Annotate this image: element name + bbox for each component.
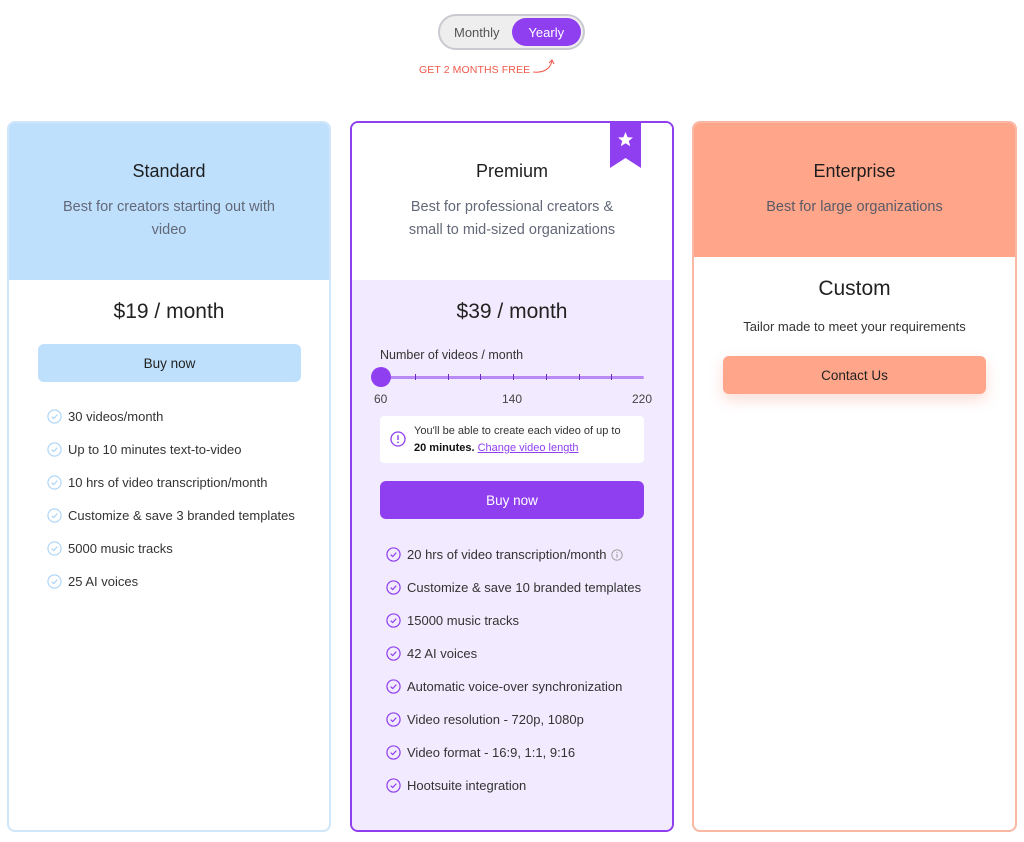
slider-label: Number of videos / month xyxy=(380,348,524,362)
check-circle-icon xyxy=(47,442,62,457)
buy-now-button[interactable]: Buy now xyxy=(38,344,301,382)
plan-body: $19 / month Buy now 30 videos/month Up t… xyxy=(9,280,329,589)
slider-tick xyxy=(611,374,612,380)
plan-card-enterprise: Enterprise Best for large organizations … xyxy=(692,121,1017,832)
feature-text: 20 hrs of video transcription/month xyxy=(407,547,607,562)
curved-arrow-icon xyxy=(533,59,555,73)
promo-text: GET 2 MONTHS FREE xyxy=(419,64,531,76)
promo-note: GET 2 MONTHS FREE xyxy=(419,59,556,76)
feature-text: 25 AI voices xyxy=(68,574,139,589)
check-circle-icon xyxy=(386,712,401,727)
alert-circle-icon xyxy=(390,431,406,447)
info-highlight: 20 minutes. xyxy=(414,442,475,454)
billing-toggle[interactable]: Monthly Yearly xyxy=(438,14,585,50)
plan-price: $19 / month xyxy=(113,300,225,323)
plan-description: Best for professional creators & small t… xyxy=(408,199,616,238)
feature-item: 10 hrs of video transcription/month xyxy=(47,466,295,499)
plan-price: $39 / month xyxy=(456,300,568,323)
feature-item: 25 AI voices xyxy=(47,565,295,598)
plan-description: Best for large organizations xyxy=(766,199,943,215)
plan-price: Custom xyxy=(818,277,891,300)
feature-text: Video format - 16:9, 1:1, 9:16 xyxy=(407,745,576,760)
plan-card-premium: Premium Best for professional creators &… xyxy=(350,121,674,832)
videos-slider-track[interactable] xyxy=(382,374,644,380)
plan-subtitle: Tailor made to meet your requirements xyxy=(743,319,966,334)
feature-text: Video resolution - 720p, 1080p xyxy=(407,712,584,727)
slider-max-label: 220 xyxy=(632,392,653,406)
check-circle-icon xyxy=(386,547,401,562)
video-length-info: You'll be able to create each video of u… xyxy=(380,416,644,463)
plan-description: Best for creators starting out with vide… xyxy=(63,199,275,238)
slider-min-label: 60 xyxy=(374,392,388,406)
feature-item: Customize & save 10 branded templates xyxy=(386,571,641,604)
check-circle-icon xyxy=(386,580,401,595)
feature-text: 5000 music tracks xyxy=(68,541,173,556)
plan-header: Enterprise Best for large organizations xyxy=(694,123,1015,257)
contact-us-button[interactable]: Contact Us xyxy=(723,356,986,394)
feature-text: Customize & save 3 branded templates xyxy=(68,508,295,523)
check-circle-icon xyxy=(47,508,62,523)
plan-card-standard: Standard Best for creators starting out … xyxy=(7,121,331,832)
star-icon xyxy=(610,123,641,168)
feature-text: 10 hrs of video transcription/month xyxy=(68,475,268,490)
feature-item: Video format - 16:9, 1:1, 9:16 xyxy=(386,736,641,769)
feature-item: 42 AI voices xyxy=(386,637,641,670)
slider-tick xyxy=(546,374,547,380)
plan-name: Standard xyxy=(132,161,206,181)
videos-slider-thumb[interactable] xyxy=(371,367,391,387)
check-circle-icon xyxy=(386,745,401,760)
check-circle-icon xyxy=(386,646,401,661)
feature-item: Automatic voice-over synchronization xyxy=(386,670,641,703)
check-circle-icon xyxy=(47,475,62,490)
check-circle-icon xyxy=(47,574,62,589)
info-icon[interactable] xyxy=(611,548,624,561)
plan-body: $39 / month Number of videos / month 60 … xyxy=(352,280,672,830)
feature-item: Up to 10 minutes text-to-video xyxy=(47,433,295,466)
check-circle-icon xyxy=(47,541,62,556)
check-circle-icon xyxy=(386,778,401,793)
feature-text: Automatic voice-over synchronization xyxy=(407,679,623,694)
slider-tick xyxy=(448,374,449,380)
slider-tick xyxy=(579,374,580,380)
slider-tick xyxy=(415,374,416,380)
feature-list: 30 videos/month Up to 10 minutes text-to… xyxy=(47,400,295,598)
feature-item: 20 hrs of video transcription/month xyxy=(386,538,641,571)
check-circle-icon xyxy=(47,409,62,424)
check-circle-icon xyxy=(386,679,401,694)
change-video-length-link[interactable]: Change video length xyxy=(477,442,579,454)
toggle-yearly[interactable]: Yearly xyxy=(511,18,581,46)
feature-item: Hootsuite integration xyxy=(386,769,641,802)
feature-item: 30 videos/month xyxy=(47,400,295,433)
feature-item: Video resolution - 720p, 1080p xyxy=(386,703,641,736)
feature-text: 42 AI voices xyxy=(407,646,478,661)
feature-item: 5000 music tracks xyxy=(47,532,295,565)
slider-tick xyxy=(480,374,481,380)
toggle-monthly[interactable]: Monthly xyxy=(453,24,500,40)
feature-list: 20 hrs of video transcription/month Cust… xyxy=(386,538,641,802)
plan-body: Custom Tailor made to meet your requirem… xyxy=(694,257,1015,394)
buy-now-button[interactable]: Buy now xyxy=(380,481,644,519)
feature-text: Customize & save 10 branded templates xyxy=(407,580,642,595)
check-circle-icon xyxy=(386,613,401,628)
feature-text: 15000 music tracks xyxy=(407,613,519,628)
feature-item: Customize & save 3 branded templates xyxy=(47,499,295,532)
info-text: You'll be able to create each video of u… xyxy=(414,425,621,437)
plan-header: Standard Best for creators starting out … xyxy=(9,123,329,280)
slider-tick xyxy=(513,374,514,380)
plan-name: Premium xyxy=(475,161,548,181)
feature-text: 30 videos/month xyxy=(68,409,164,424)
feature-text: Hootsuite integration xyxy=(407,778,527,793)
slider-mid-label: 140 xyxy=(502,392,523,406)
feature-item: 15000 music tracks xyxy=(386,604,641,637)
plan-name: Enterprise xyxy=(813,161,896,181)
feature-text: Up to 10 minutes text-to-video xyxy=(68,442,242,457)
